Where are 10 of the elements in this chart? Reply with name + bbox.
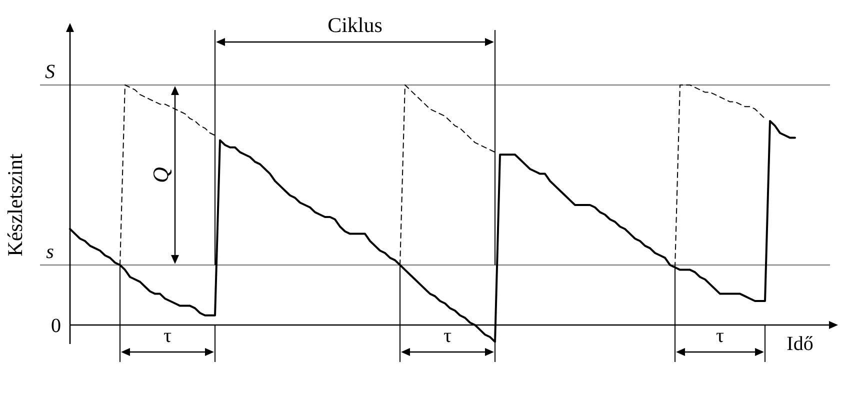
- ref-line-label: S: [45, 61, 55, 83]
- annotation: τ: [716, 325, 724, 347]
- text: Ciklus: [328, 13, 382, 37]
- y-axis-title: Készletszint: [3, 154, 27, 256]
- annotation: Q: [148, 166, 173, 183]
- x-axis-title: Idő: [786, 333, 814, 355]
- text: 0: [51, 315, 61, 337]
- annotation: τ: [163, 325, 172, 347]
- ref-line-label: s: [46, 241, 54, 263]
- annotation: τ: [443, 325, 452, 347]
